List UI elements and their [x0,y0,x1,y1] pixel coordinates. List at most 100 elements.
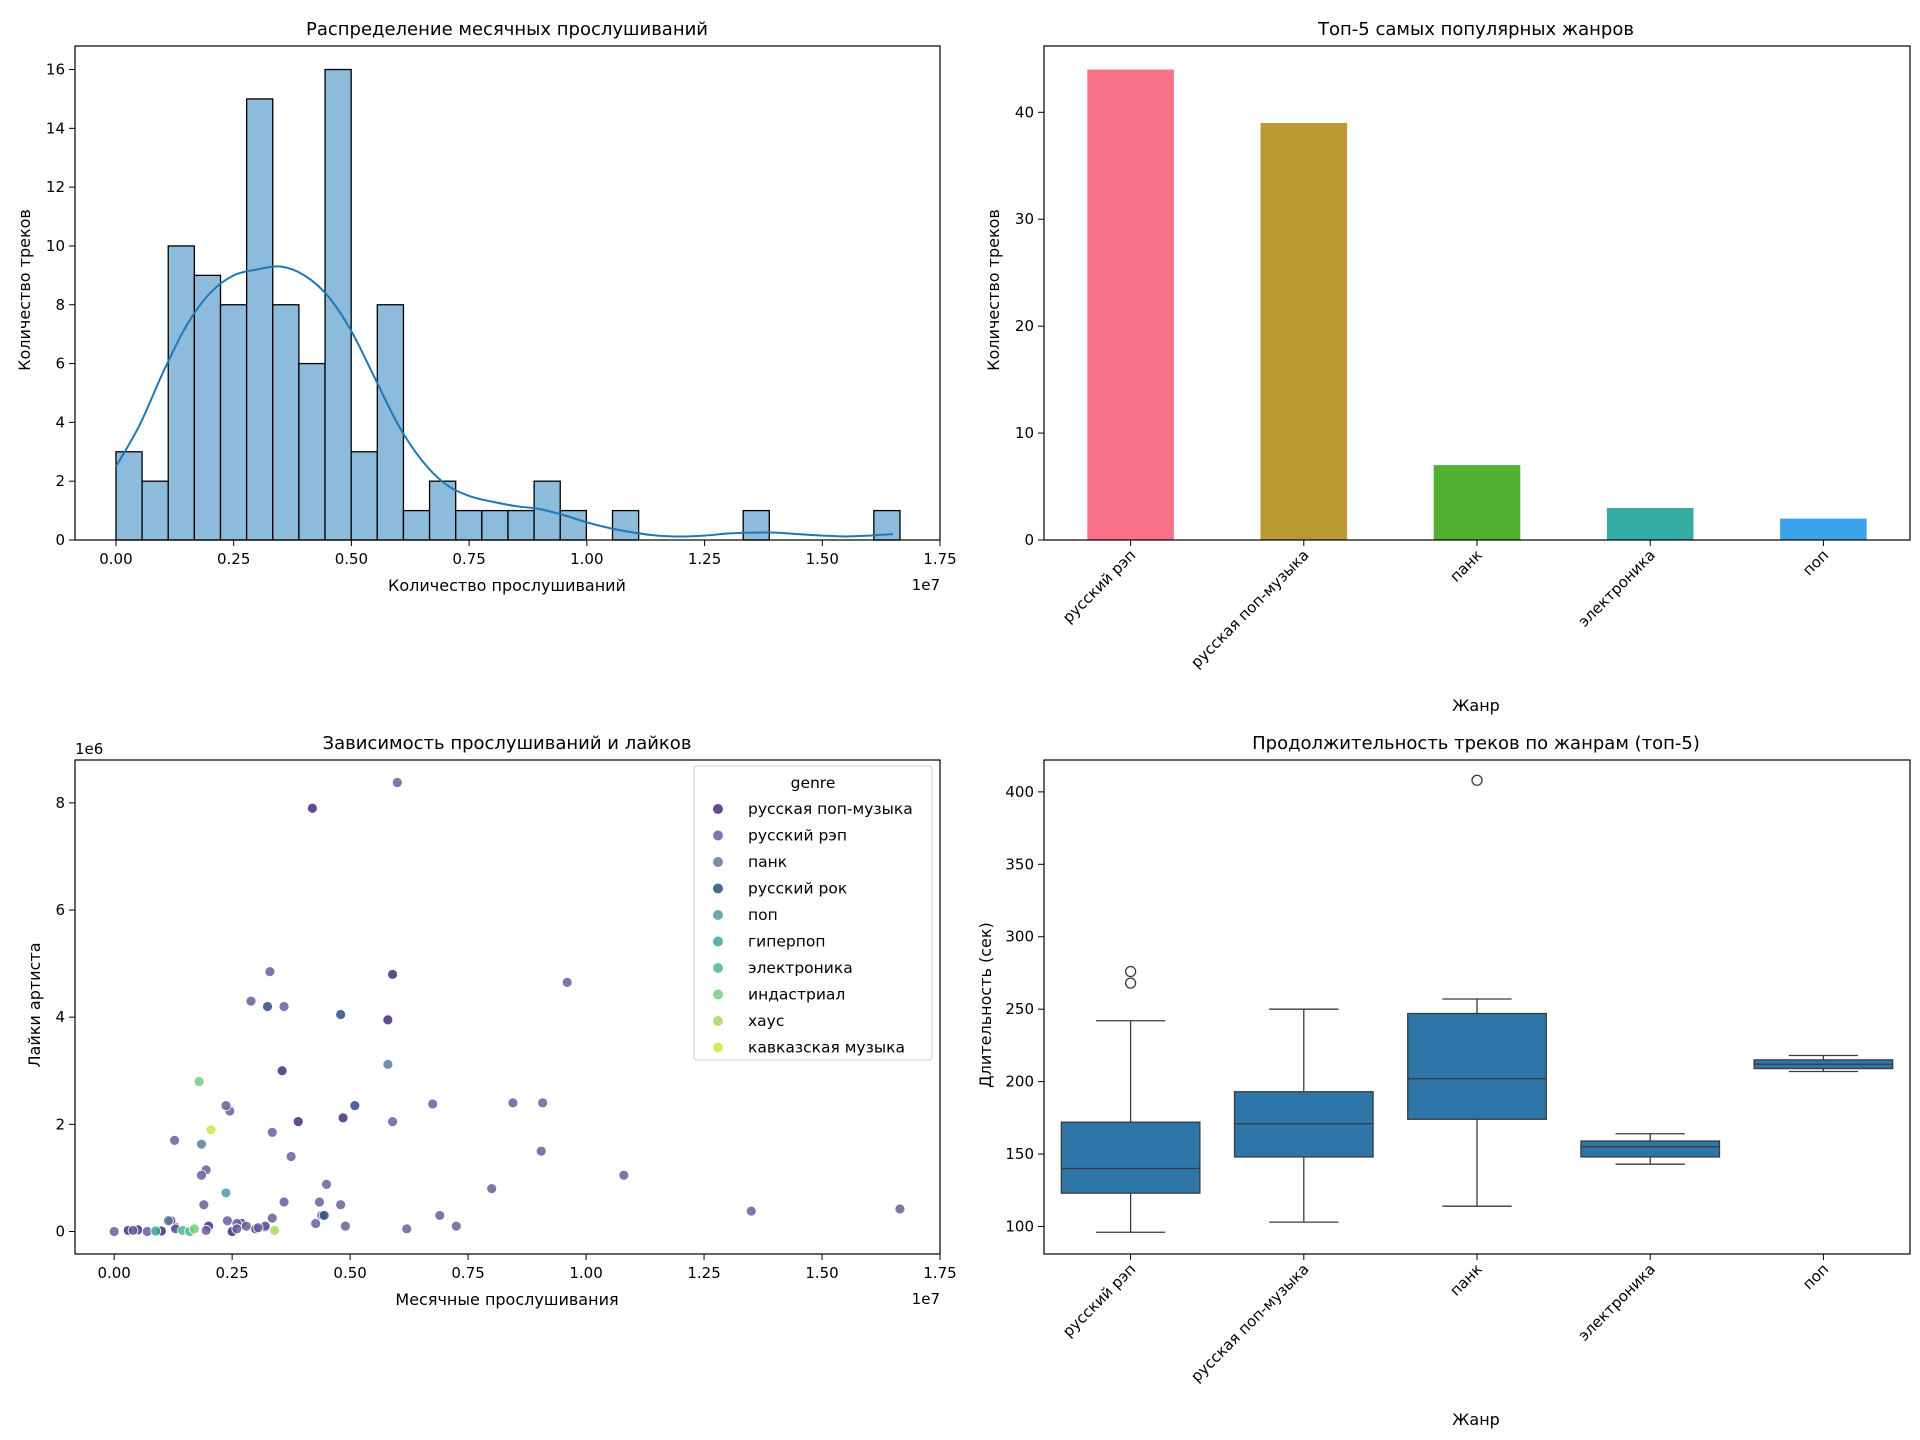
legend-marker [713,1016,723,1026]
histogram-bar [481,509,509,541]
genre-bar [1606,507,1694,540]
histogram-bar [402,509,431,541]
boxplot-category-label: русская поп-музыка [1187,1260,1312,1385]
histogram-x-label: Количество прослушиваний [388,576,626,595]
histogram-x-tick-label: 0.50 [335,550,368,568]
scatter-point [314,1196,325,1208]
legend-entry: русский рэп [748,827,847,845]
scatter-y-offset: 1e6 [75,740,103,758]
scatter-point [349,1100,361,1111]
scatter-x-tick-label: 0.00 [97,1264,130,1282]
genre-bar [1087,69,1174,541]
histogram-y-tick-label: 4 [55,413,65,431]
legend-entry: кавказская музыка [748,1039,905,1057]
scatter-y-tick-label: 4 [55,1008,65,1026]
histogram-x-tick-label: 0.00 [99,550,132,568]
scatter-point [188,1223,200,1235]
scatter-point [434,1210,446,1221]
boxplot-y-tick-label: 350 [1005,855,1034,873]
scatter-point [391,777,403,788]
histogram-bar [455,509,483,541]
scatter-point [264,966,276,978]
scatter-point [245,995,257,1007]
histogram-y-tick-label: 8 [55,296,65,314]
scatter-x-tick-label: 1.75 [923,1264,956,1282]
box-body [1407,1012,1547,1120]
scatter-point [382,1058,394,1070]
scatter-axes-frame [74,759,941,1255]
top-genres-category-label: русская поп-музыка [1187,546,1312,671]
boxplot-category-label: панк [1446,1260,1486,1300]
scatter-point [266,1126,278,1138]
scatter-panel: Зависимость прослушиваний и лайков 0 2 4 6 8… [25,733,957,1309]
top-genres-x-label: Жанр [1452,696,1500,715]
histogram-bar [742,509,770,541]
legend-marker [713,857,723,867]
legend-marker [713,804,723,814]
top-genres-category-label: панк [1446,546,1486,586]
scatter-point [222,1215,233,1227]
scatter-point [278,1001,290,1012]
legend-entry: гиперпоп [748,933,825,951]
scatter-x-tick-label: 0.50 [333,1264,366,1282]
top-genres-y-tick-label: 10 [1015,424,1034,442]
histogram-bar [298,362,326,541]
legend-entry: русская поп-музыка [748,800,913,818]
histogram-bar [141,480,169,541]
scatter-x-tick-label: 0.25 [215,1264,248,1282]
histogram-bar [428,480,457,541]
scatter-point [745,1205,757,1217]
kde-curve [115,265,893,538]
boxplot-y-tick-label: 400 [1005,783,1034,801]
legend-entry: русский рок [748,880,847,898]
scatter-point [205,1124,217,1136]
scatter-y-tick-label: 2 [55,1115,65,1133]
scatter-point [486,1183,498,1195]
boxplot-y-tick-label: 250 [1005,1000,1034,1018]
histogram-x-tick-label: 1.50 [806,550,839,568]
histogram-bar [219,304,248,541]
top-genres-category-label: поп [1799,546,1832,579]
legend-box [693,765,933,1061]
scatter-point [127,1225,139,1236]
boxplot-y-tick-label: 100 [1005,1217,1034,1235]
histogram-bar [167,245,196,541]
scatter-point [561,976,573,988]
scatter-point [535,1145,547,1157]
scatter-point [340,1220,351,1232]
scatter-point [220,1187,232,1199]
scatter-point [382,1014,394,1026]
histogram-y-tick-label: 2 [55,472,65,490]
scatter-x-offset: 1e7 [912,1290,940,1308]
scatter-point [200,1225,212,1236]
legend-entry: поп [748,906,778,924]
legend-marker [713,963,723,973]
boxplot-category-label: русский рэп [1059,1260,1139,1340]
genre-bar [1433,465,1521,540]
scatter-point [266,1212,278,1224]
scatter-point [196,1138,207,1150]
boxplot-y-tick-label: 150 [1005,1145,1034,1163]
boxplot-category-label: электроника [1575,1260,1659,1344]
scatter-point [220,1100,232,1111]
legend-marker [713,1042,723,1053]
histogram-bar [115,451,143,541]
scatter-point [387,968,398,980]
scatter-point [306,802,318,814]
histogram-bar [507,509,535,541]
box-outlier [1124,977,1137,989]
histogram-y-tick-label: 16 [46,61,65,79]
scatter-point [318,1210,330,1221]
legend-entry: хаус [748,1012,784,1030]
scatter-point [387,1116,398,1128]
histogram-bar [350,451,378,541]
scatter-x-tick-label: 1.25 [687,1264,720,1282]
histogram-bar [272,304,300,541]
top-genres-panel: Топ-5 самых популярных жанров 0 10 20 30 40 р… [984,19,1911,715]
histogram-bar [324,68,352,541]
legend-entry: панк [748,853,787,871]
histogram-panel: Распределение месячных прослушиваний 0 2 4… [15,19,957,595]
box-outlier [1471,774,1483,786]
boxplot-category-label: поп [1799,1260,1832,1293]
scatter-x-label: Месячные прослушивания [395,1290,618,1309]
